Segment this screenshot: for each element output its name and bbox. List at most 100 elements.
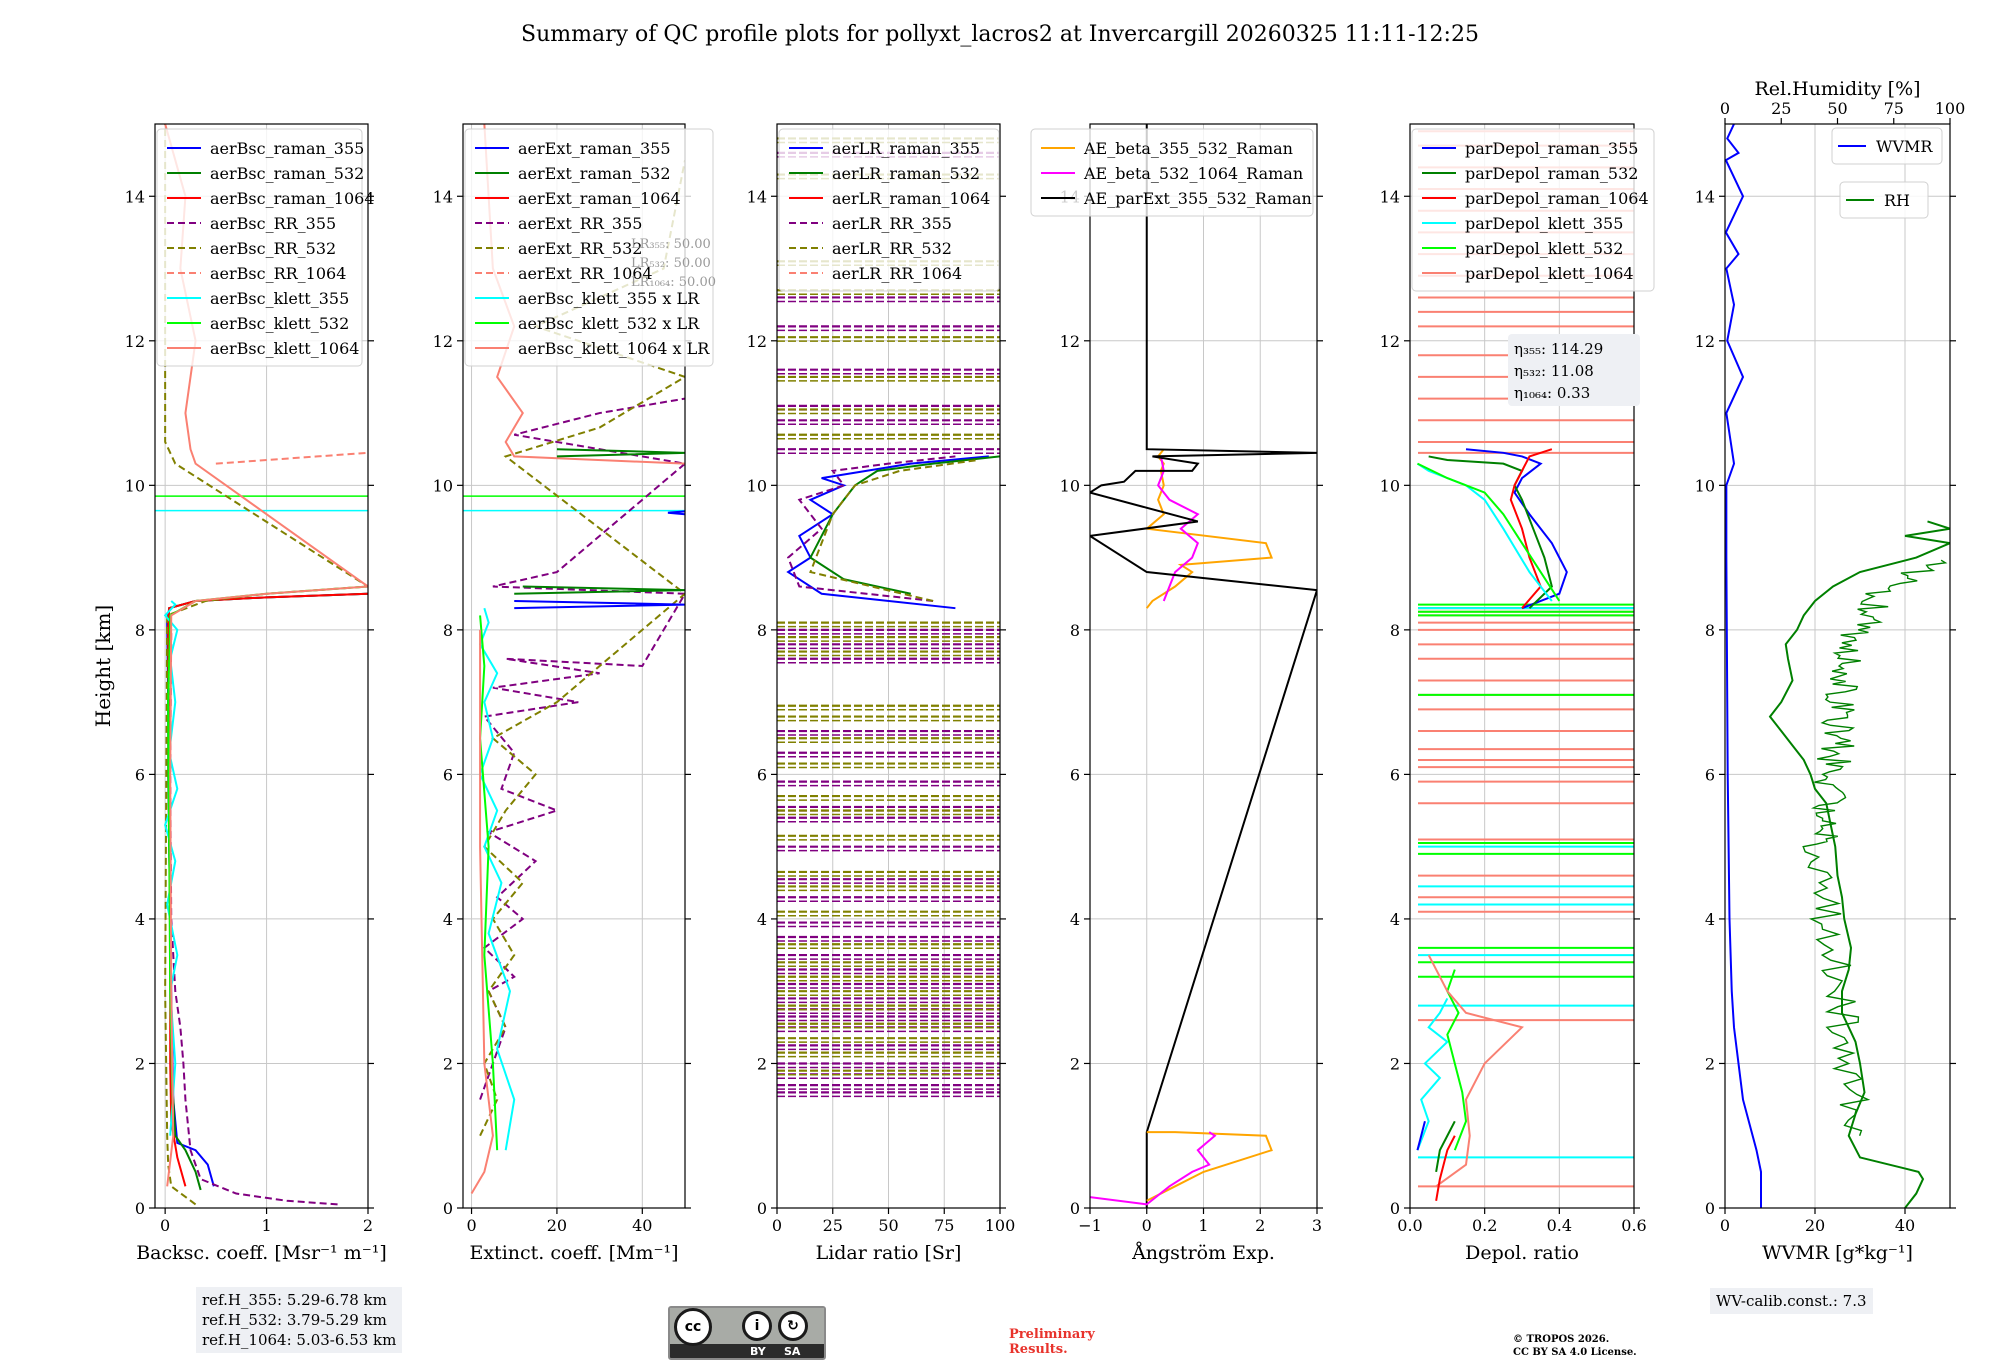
y-tick-label: 14: [433, 187, 453, 206]
axes-frame: [1409, 123, 1635, 1209]
legend-label: parDepol_raman_1064: [1465, 189, 1649, 208]
wv-calibration-box: WV-calib.const.: 7.3: [1710, 1288, 1873, 1314]
legend-label: aerLR_raman_355: [832, 139, 980, 158]
y-tick-label: 4: [135, 910, 145, 929]
series-line-bsc-0: [166, 592, 368, 1187]
series-line-lr-0: [786, 455, 989, 610]
x-axis-label: Ångström Exp.: [1131, 1242, 1275, 1264]
series-line-lr-3: [809, 459, 978, 602]
legend-label: aerBsc_RR_355: [210, 214, 336, 233]
series-line-depol-8: [1435, 1120, 1456, 1173]
legend-label: aerBsc_raman_1064: [210, 189, 375, 208]
x-tick-label: 0: [160, 1216, 170, 1235]
legend-label: aerBsc_klett_532: [210, 314, 349, 333]
legend-label: aerLR_RR_532: [832, 239, 952, 258]
series-line-ae-2: [1090, 124, 1317, 1208]
y-tick-label: 6: [135, 765, 145, 784]
legend-label: aerLR_raman_532: [832, 164, 980, 183]
x-tick-label: 0.6: [1621, 1216, 1646, 1235]
preliminary-line-2: Results.: [1009, 1342, 1068, 1357]
legend-label: AE_parExt_355_532_Raman: [1083, 189, 1312, 208]
plot-area-ae: [1090, 124, 1317, 1208]
series-line-ext-0: [479, 397, 685, 1100]
series-line-ext-6: [667, 510, 685, 516]
y-tick-label: 14: [125, 187, 145, 206]
eta-label: η₃₅₅: 114.29: [1514, 340, 1603, 358]
x-axis-label-top: Rel.Humidity [%]: [1754, 78, 1920, 100]
reference-heights-box: ref.H_355: 5.29-6.78 km ref.H_532: 3.79-…: [196, 1287, 403, 1353]
x-tick-label-top: 75: [1884, 99, 1904, 118]
legend-box: [1411, 128, 1655, 292]
share-alike-icon: ↻: [778, 1311, 808, 1341]
y-tick-label: 2: [757, 1054, 767, 1073]
copyright-line-1: © TROPOS 2026.: [1513, 1334, 1610, 1345]
y-tick-label: 0: [135, 1199, 145, 1218]
y-tick-label: 0: [443, 1199, 453, 1218]
series-line-depol-9: [1435, 1135, 1456, 1201]
x-tick-label: 20: [1805, 1216, 1825, 1235]
legend-label: aerLR_RR_1064: [832, 264, 962, 283]
by-label: BY: [750, 1345, 766, 1358]
series-line-bsc-2: [167, 592, 368, 1187]
y-tick-label: 0: [757, 1199, 767, 1218]
legend-label: AE_beta_532_1064_Raman: [1083, 164, 1303, 183]
y-tick-label: 14: [1695, 187, 1715, 206]
series-line-ext-7: [514, 599, 685, 610]
x-tick-label: 2: [363, 1216, 373, 1235]
x-axis-label: Extinct. coeff. [Mm⁻¹]: [469, 1242, 678, 1264]
x-tick-label: 25: [823, 1216, 843, 1235]
copyright-line-2: CC BY SA 4.0 License.: [1513, 1347, 1637, 1358]
x-tick-label: 20: [547, 1216, 567, 1235]
chart-panel-ext: 0 2 4 6 8 10 12 14 0 20 40 Extinct. coeff. [Mm⁻¹] ae…: [433, 123, 716, 1264]
legend-label: parDepol_klett_1064: [1465, 264, 1634, 283]
y-tick-label: 0: [1070, 1199, 1080, 1218]
chart-panel-depol: 0 2 4 6 8 10 12 14 0.0 0.2 0.4 0.6 Depol. ratio parDe…: [1380, 123, 1655, 1264]
legend-box: [156, 128, 363, 367]
legend-label: aerExt_RR_532: [518, 239, 642, 258]
x-tick-label: 0.0: [1397, 1216, 1422, 1235]
y-tick-label: 6: [1070, 765, 1080, 784]
y-tick-label: 4: [1070, 910, 1080, 929]
y-tick-label: 4: [1390, 910, 1400, 929]
eta-box: [1508, 334, 1640, 406]
lr-label: LR₅₃₂: 50.00: [631, 256, 711, 271]
y-tick-label: 6: [1390, 765, 1400, 784]
series-line-depol-5: [1416, 997, 1449, 1151]
rh-noise-trace: [1802, 559, 1948, 1136]
series-line-ae-1: [1156, 456, 1200, 602]
x-tick-label: 40: [1895, 1216, 1915, 1235]
series-line-depol-0: [1465, 448, 1568, 610]
x-axis-label: WVMR [g*kg⁻¹]: [1762, 1242, 1913, 1264]
series-line-depol-2: [1509, 448, 1553, 609]
series-line-ae-3: [1146, 1131, 1273, 1202]
axes-frame: [1724, 123, 1951, 1209]
series-line-bsc-5: [215, 451, 368, 465]
legend-label: parDepol_raman_532: [1465, 164, 1638, 183]
legend-label: WVMR: [1876, 137, 1933, 156]
y-tick-label: 4: [757, 910, 767, 929]
series-line-ext-3: [479, 615, 499, 1151]
y-tick-label: 12: [433, 332, 453, 351]
legend-label: aerExt_raman_532: [518, 164, 671, 183]
x-tick-label: 0: [772, 1216, 782, 1235]
y-tick-label: 12: [1695, 332, 1715, 351]
legend-box: [464, 128, 714, 367]
legend-label: aerBsc_raman_532: [210, 164, 364, 183]
by-attribution-icon: i: [742, 1311, 772, 1341]
y-tick-label: 4: [443, 910, 453, 929]
plot-area-depol: [1416, 130, 1634, 1201]
y-tick-label: 10: [433, 476, 453, 495]
legend-label: aerBsc_RR_532: [210, 239, 336, 258]
copyright-note: © TROPOS 2026. CC BY SA 4.0 License.: [1513, 1333, 1637, 1359]
y-tick-label: 4: [1705, 910, 1715, 929]
series-line-wv-0: [1725, 124, 1762, 1208]
legend-box: [1839, 181, 1929, 219]
series-line-ext-4: [470, 629, 494, 1195]
series-line-depol-10: [1416, 1121, 1426, 1151]
y-tick-label: 10: [125, 476, 145, 495]
y-tick-label: 12: [747, 332, 767, 351]
sa-label: SA: [784, 1345, 801, 1358]
series-line-ext-9: [556, 448, 685, 458]
y-tick-label: 6: [443, 765, 453, 784]
x-tick-label: 0: [1142, 1216, 1152, 1235]
